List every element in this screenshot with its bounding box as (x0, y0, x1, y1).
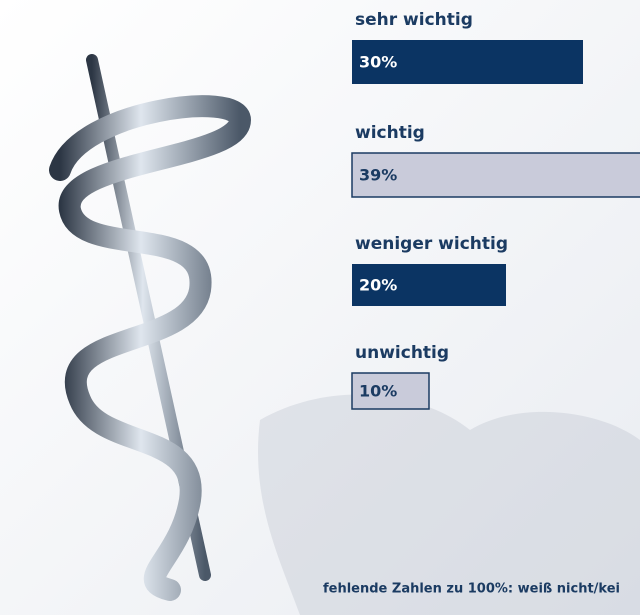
footnote: fehlende Zahlen zu 100%: weiß nicht/kei (323, 582, 620, 597)
chart: sehr wichtig 30% wichtig 39% weniger wichtig… (0, 0, 640, 615)
category-label: unwichtig (355, 343, 449, 363)
value-label: 39% (359, 166, 397, 185)
value-label: 20% (359, 276, 397, 295)
value-label: 30% (359, 53, 397, 72)
category-label: weniger wichtig (355, 234, 508, 254)
category-label: wichtig (355, 123, 425, 143)
category-label: sehr wichtig (355, 10, 473, 30)
value-label: 10% (359, 382, 397, 401)
